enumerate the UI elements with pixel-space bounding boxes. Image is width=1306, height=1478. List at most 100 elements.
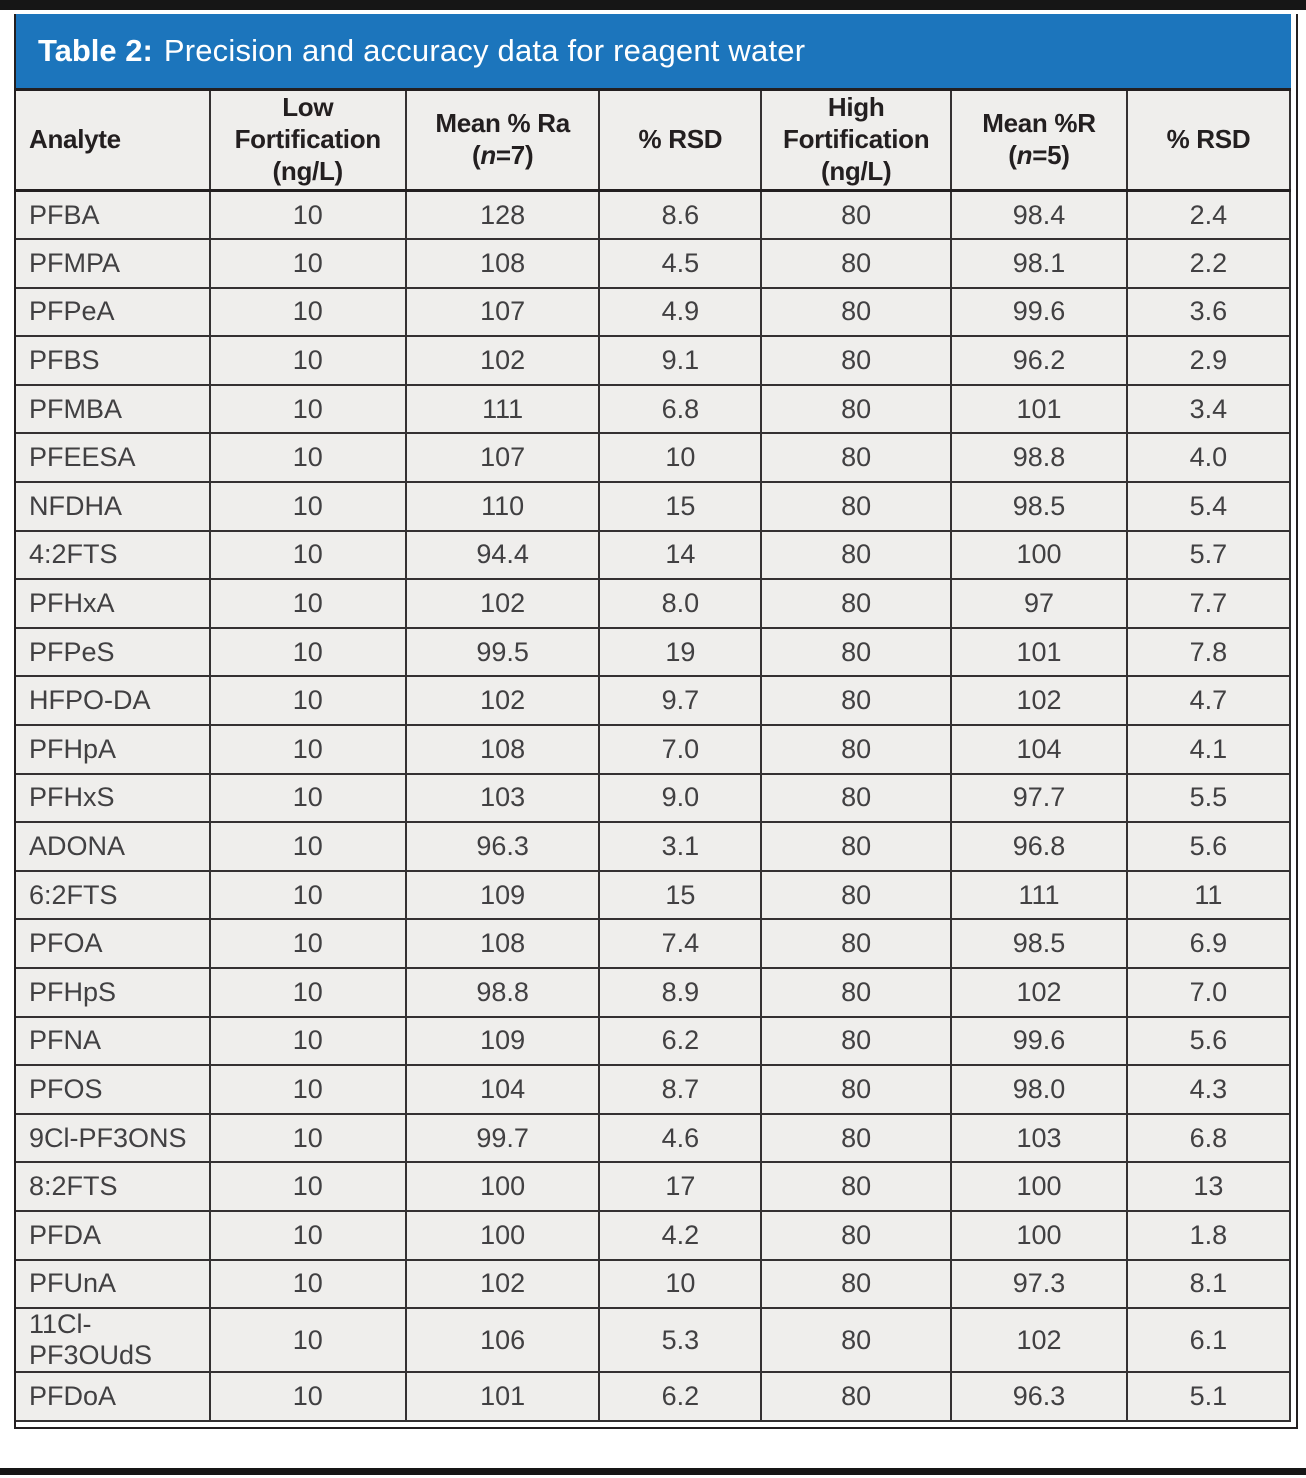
value-cell: 10 (208, 1112, 407, 1164)
table-row: PFUnA 10 102 10 80 97.3 8.1 (16, 1258, 1292, 1310)
value-cell: 8.9 (598, 967, 763, 1018)
value-cell: 80 (760, 238, 953, 289)
value-cell: 9.7 (598, 675, 763, 727)
table-row: PFHxA 10 102 8.0 80 97 7.7 (16, 578, 1292, 629)
table-row: PFPeA 10 107 4.9 80 99.6 3.6 (16, 286, 1292, 338)
value-cell: 98.0 (950, 1064, 1128, 1115)
value-cell: 80 (760, 432, 953, 484)
value-cell: 107 (404, 432, 601, 484)
value-cell: 108 (404, 918, 601, 969)
table-row: PFHxS 10 103 9.0 80 97.7 5.5 (16, 772, 1292, 824)
value-cell: 98.1 (950, 238, 1128, 289)
value-cell: 10 (208, 286, 407, 338)
value-cell: 14 (598, 529, 763, 581)
value-cell: 7.0 (1125, 967, 1292, 1018)
table-row: 11Cl-PF3OUdS 10 106 5.3 80 102 6.1 (16, 1307, 1292, 1374)
analyte-cell: PFEESA (16, 432, 211, 484)
value-cell: 98.4 (950, 189, 1128, 241)
value-cell: 80 (760, 578, 953, 629)
value-cell: 5.5 (1125, 772, 1292, 824)
table-row: PFOS 10 104 8.7 80 98.0 4.3 (16, 1064, 1292, 1115)
value-cell: 80 (760, 529, 953, 581)
value-cell: 80 (760, 626, 953, 678)
value-cell: 6.2 (598, 1015, 763, 1067)
value-cell: 4.3 (1125, 1064, 1292, 1115)
value-cell: 99.6 (950, 286, 1128, 338)
value-cell: 100 (950, 1209, 1128, 1261)
value-cell: 4.0 (1125, 432, 1292, 484)
analyte-cell: ADONA (16, 821, 211, 872)
value-cell: 102 (950, 675, 1128, 727)
value-cell: 99.5 (404, 626, 601, 678)
value-cell: 5.6 (1125, 1015, 1292, 1067)
value-cell: 96.3 (404, 821, 601, 872)
value-cell: 10 (208, 772, 407, 824)
table-header: Analyte Low Fortification (ng/L) Mean % Ra (n… (16, 88, 1292, 192)
table-row: ADONA 10 96.3 3.1 80 96.8 5.6 (16, 821, 1292, 872)
analyte-cell: HFPO-DA (16, 675, 211, 727)
table-row: PFHpS 10 98.8 8.9 80 102 7.0 (16, 967, 1292, 1018)
value-cell: 98.5 (950, 481, 1128, 532)
analyte-cell: PFHxS (16, 772, 211, 824)
value-cell: 2.2 (1125, 238, 1292, 289)
value-cell: 80 (760, 1258, 953, 1310)
value-cell: 10 (208, 335, 407, 386)
value-cell: 109 (404, 869, 601, 921)
table-header-row: Analyte Low Fortification (ng/L) Mean % Ra (n… (16, 88, 1292, 192)
value-cell: 80 (760, 772, 953, 824)
value-cell: 100 (950, 1161, 1128, 1212)
column-header-low-fortification: Low Fortification (ng/L) (208, 88, 407, 192)
table-row: PFOA 10 108 7.4 80 98.5 6.9 (16, 918, 1292, 969)
value-cell: 4.9 (598, 286, 763, 338)
analyte-cell: PFPeA (16, 286, 211, 338)
table-row: PFBA 10 128 8.6 80 98.4 2.4 (16, 189, 1292, 241)
page-bottom-rule (0, 1468, 1306, 1475)
value-cell: 96.3 (950, 1371, 1128, 1422)
analyte-cell: PFOS (16, 1064, 211, 1115)
analyte-cell: 4:2FTS (16, 529, 211, 581)
analyte-cell: PFUnA (16, 1258, 211, 1310)
value-cell: 3.6 (1125, 286, 1292, 338)
value-cell: 8.0 (598, 578, 763, 629)
value-cell: 80 (760, 918, 953, 969)
value-cell: 3.4 (1125, 383, 1292, 435)
table-row: PFDoA 10 101 6.2 80 96.3 5.1 (16, 1371, 1292, 1422)
page-top-rule (0, 0, 1306, 10)
value-cell: 11 (1125, 869, 1292, 921)
value-cell: 10 (208, 1307, 407, 1374)
table-row: 9Cl-PF3ONS 10 99.7 4.6 80 103 6.8 (16, 1112, 1292, 1164)
analyte-cell: PFBA (16, 189, 211, 241)
value-cell: 10 (208, 481, 407, 532)
value-cell: 80 (760, 821, 953, 872)
value-cell: 3.1 (598, 821, 763, 872)
analyte-cell: PFDoA (16, 1371, 211, 1422)
value-cell: 10 (208, 1371, 407, 1422)
value-cell: 4.6 (598, 1112, 763, 1164)
value-cell: 111 (404, 383, 601, 435)
table-title-bar: Table 2: Precision and accuracy data for… (16, 14, 1291, 88)
table-row: PFNA 10 109 6.2 80 99.6 5.6 (16, 1015, 1292, 1067)
value-cell: 102 (404, 578, 601, 629)
precision-accuracy-table: Analyte Low Fortification (ng/L) Mean % Ra (n… (16, 88, 1292, 1422)
value-cell: 96.8 (950, 821, 1128, 872)
table-row: 8:2FTS 10 100 17 80 100 13 (16, 1161, 1292, 1212)
value-cell: 5.7 (1125, 529, 1292, 581)
value-cell: 99.6 (950, 1015, 1128, 1067)
value-cell: 15 (598, 481, 763, 532)
value-cell: 10 (598, 1258, 763, 1310)
value-cell: 10 (208, 189, 407, 241)
value-cell: 10 (208, 967, 407, 1018)
value-cell: 10 (208, 432, 407, 484)
value-cell: 80 (760, 1371, 953, 1422)
value-cell: 108 (404, 238, 601, 289)
value-cell: 5.3 (598, 1307, 763, 1374)
value-cell: 98.8 (950, 432, 1128, 484)
analyte-cell: PFMPA (16, 238, 211, 289)
value-cell: 80 (760, 1015, 953, 1067)
value-cell: 4.1 (1125, 724, 1292, 775)
value-cell: 80 (760, 675, 953, 727)
table-title-label: Table 2: (38, 33, 153, 68)
analyte-cell: PFHpA (16, 724, 211, 775)
table-row: PFMBA 10 111 6.8 80 101 3.4 (16, 383, 1292, 435)
value-cell: 97.3 (950, 1258, 1128, 1310)
